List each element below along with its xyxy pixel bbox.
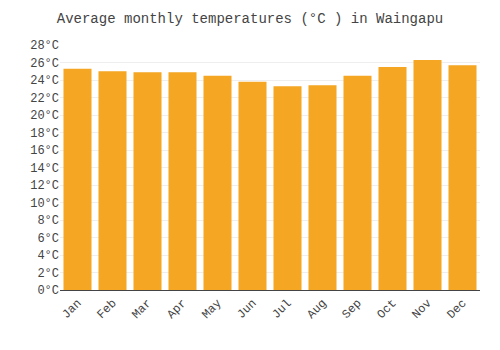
svg-text:4°C: 4°C <box>37 249 59 263</box>
svg-text:24°C: 24°C <box>30 74 59 88</box>
svg-text:Sep: Sep <box>339 297 364 322</box>
svg-text:May: May <box>199 297 224 322</box>
svg-text:Dec: Dec <box>444 297 469 322</box>
svg-text:Average monthly temperatures (: Average monthly temperatures (°C ) in Wa… <box>57 11 443 27</box>
svg-text:Jun: Jun <box>234 297 259 322</box>
svg-text:10°C: 10°C <box>30 197 59 211</box>
svg-text:20°C: 20°C <box>30 109 59 123</box>
svg-text:Feb: Feb <box>94 297 119 322</box>
svg-text:6°C: 6°C <box>37 232 59 246</box>
svg-text:26°C: 26°C <box>30 57 59 71</box>
svg-text:Oct: Oct <box>374 297 399 322</box>
svg-text:Aug: Aug <box>304 297 329 322</box>
svg-text:Jan: Jan <box>59 297 84 322</box>
svg-text:18°C: 18°C <box>30 127 59 141</box>
svg-text:22°C: 22°C <box>30 92 59 106</box>
svg-text:12°C: 12°C <box>30 179 59 193</box>
svg-text:16°C: 16°C <box>30 144 59 158</box>
svg-text:0°C: 0°C <box>37 284 59 298</box>
svg-text:28°C: 28°C <box>30 39 59 53</box>
svg-text:2°C: 2°C <box>37 267 59 281</box>
svg-text:Nov: Nov <box>409 297 434 322</box>
svg-text:8°C: 8°C <box>37 214 59 228</box>
svg-text:Mar: Mar <box>129 297 154 322</box>
svg-text:14°C: 14°C <box>30 162 59 176</box>
svg-text:Jul: Jul <box>269 297 294 322</box>
svg-text:Apr: Apr <box>164 297 189 322</box>
